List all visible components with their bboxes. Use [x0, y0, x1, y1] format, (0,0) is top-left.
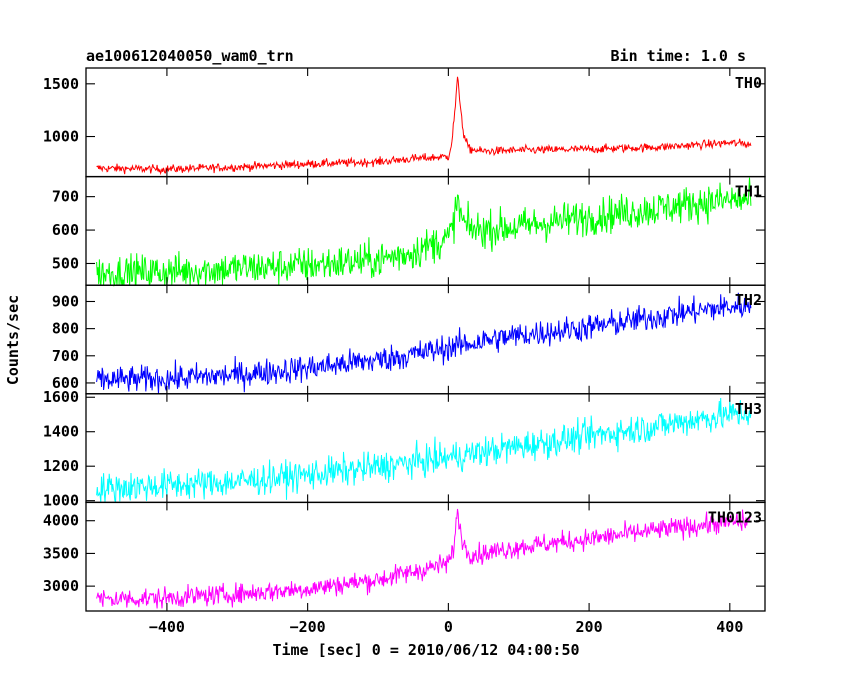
- y-tick-label: 1600: [43, 388, 79, 406]
- y-tick-label: 800: [52, 320, 79, 338]
- series-label-th3: TH3: [735, 400, 762, 418]
- panel-frame-th0: [85, 67, 766, 178]
- series-line-th0123: [96, 508, 752, 609]
- x-axis-label: Time [sec] 0 = 2010/06/12 04:00:50: [272, 641, 579, 659]
- y-tick-label: 500: [52, 254, 79, 272]
- y-tick-label: 1000: [43, 128, 79, 146]
- series-line-th2: [96, 292, 752, 394]
- series-line-th3: [96, 397, 752, 503]
- y-tick-label: 600: [52, 221, 79, 239]
- chart-title: ae100612040050_wam0_trn: [86, 47, 294, 65]
- y-tick-label: 3000: [43, 577, 79, 595]
- series-label-th1: TH1: [735, 183, 762, 201]
- y-axis-label: Counts/sec: [4, 295, 22, 385]
- series-label-th0: TH0: [735, 74, 762, 92]
- x-tick-label: −200: [290, 618, 326, 636]
- x-tick-label: 0: [444, 618, 453, 636]
- series-label-th0123: TH0123: [708, 508, 762, 526]
- y-tick-label: 900: [52, 292, 79, 310]
- y-tick-label: 600: [52, 374, 79, 392]
- series-label-th2: TH2: [735, 291, 762, 309]
- y-tick-label: 4000: [43, 512, 79, 530]
- panel-frame-th0123: [85, 501, 766, 612]
- y-tick-label: 1200: [43, 457, 79, 475]
- x-tick-label: 400: [716, 618, 743, 636]
- y-tick-label: 1000: [43, 492, 79, 510]
- x-tick-label: −400: [149, 618, 185, 636]
- y-tick-label: 3500: [43, 544, 79, 562]
- series-line-th0: [96, 76, 752, 176]
- y-tick-label: 700: [52, 188, 79, 206]
- panels-group: 1000 1500 TH0 500 600 700 TH1 600 700 800 900 TH2 10…: [43, 67, 766, 636]
- y-tick-label: 1500: [43, 75, 79, 93]
- chart-subtitle: Bin time: 1.0 s: [611, 47, 746, 65]
- x-tick-label: 200: [576, 618, 603, 636]
- y-tick-label: 1400: [43, 423, 79, 441]
- y-tick-label: 700: [52, 347, 79, 365]
- series-line-th1: [96, 177, 752, 287]
